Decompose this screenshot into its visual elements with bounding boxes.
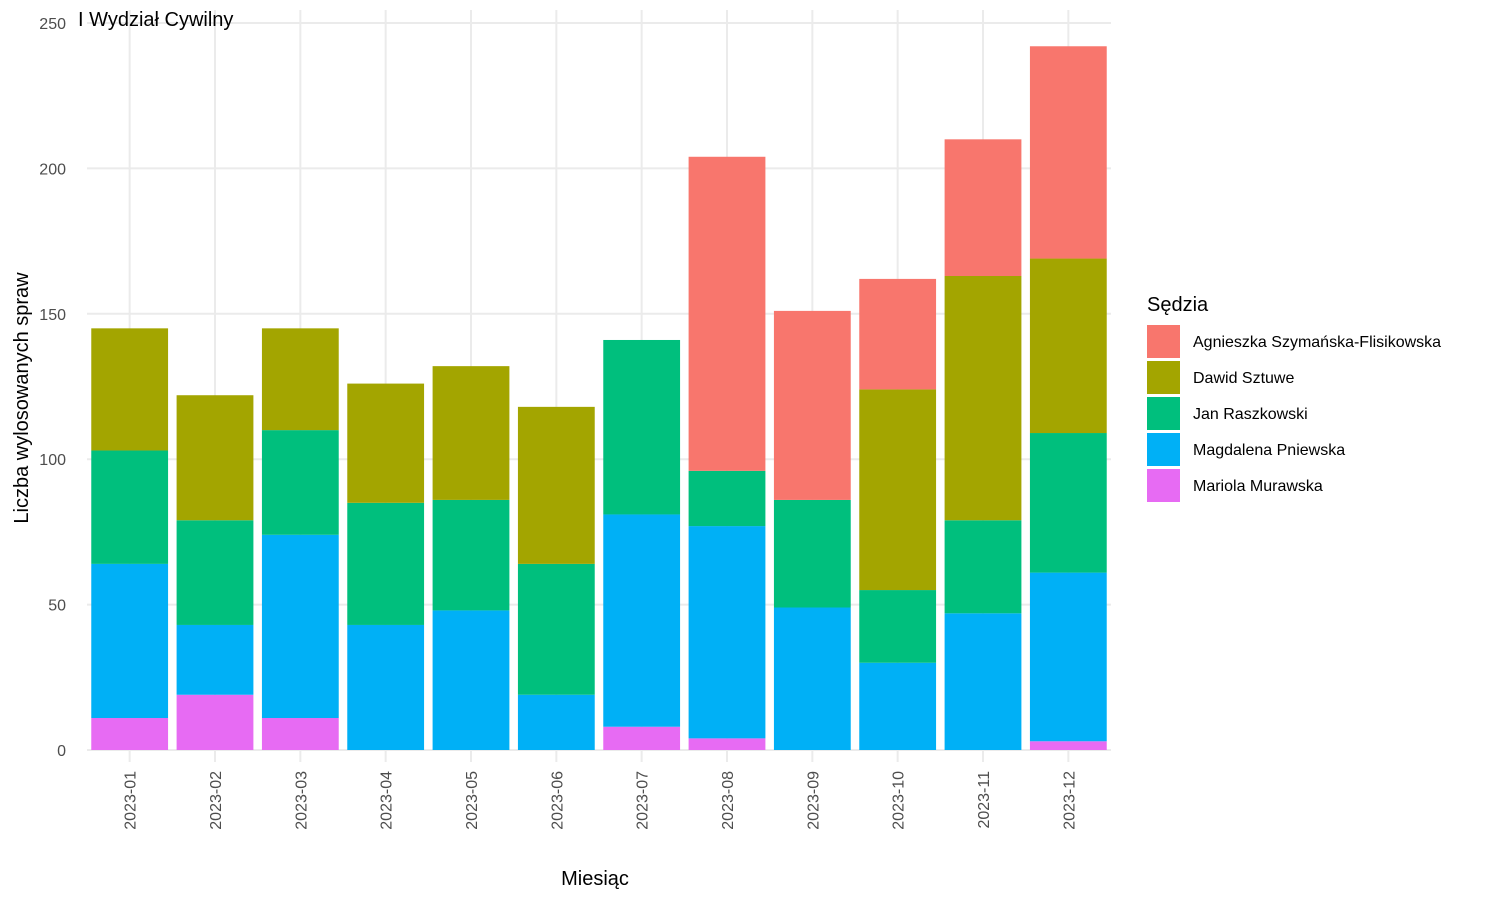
bar-segment [688,738,766,750]
bar-segment [261,430,339,535]
bar-segment [91,563,169,719]
bar-segment [603,726,681,750]
y-tick-label: 250 [39,16,66,33]
legend-key [1147,433,1180,466]
bars-layer [91,46,1107,750]
legend-label: Jan Raszkowski [1193,406,1308,423]
bar-segment [176,395,254,521]
bar-segment [432,366,510,500]
bar-segment [432,610,510,750]
bar-segment [517,694,595,750]
bar-segment [176,694,254,750]
legend-label: Dawid Sztuwe [1193,370,1294,387]
legend-key [1147,397,1180,430]
legend-label: Agnieszka Szymańska-Flisikowska [1193,334,1441,351]
x-tick-label: 2023-01 [123,771,140,830]
x-tick-label: 2023-06 [549,771,566,830]
legend-key [1147,325,1180,358]
x-tick-label: 2023-10 [891,771,908,830]
x-axis-ticks: 2023-01 2023-02 2023-03 2023-04 2023-05 2023-… [123,771,1079,830]
bar-segment [944,139,1022,276]
bar-segment [347,383,425,503]
y-axis-title: Liczba wylosowanych spraw [11,272,33,524]
bar-segment [944,520,1022,614]
y-tick-label: 150 [39,307,66,324]
bar-segment [176,520,254,625]
bar-segment [944,613,1022,750]
x-tick-label: 2023-08 [720,771,737,830]
bar-segment [773,607,851,750]
legend-label: Magdalena Pniewska [1193,442,1345,459]
legend-label: Mariola Murawska [1193,478,1323,495]
bar-segment [517,406,595,564]
bar-segment [517,563,595,695]
bar-segment [859,278,937,390]
chart-title: I Wydział Cywilny [78,9,233,31]
bar-segment [91,450,169,564]
y-tick-label: 50 [48,598,66,615]
x-tick-label: 2023-09 [805,771,822,830]
bar-segment [773,499,851,608]
legend-key [1147,361,1180,394]
bar-segment [1029,258,1107,434]
bar-segment [261,534,339,719]
bar-segment [1029,741,1107,750]
bar-segment [688,156,766,471]
x-tick-label: 2023-12 [1061,771,1078,830]
bar-segment [859,590,937,663]
y-axis-ticks: 0 50 100 150 200 250 [39,16,66,760]
bar-segment [347,624,425,750]
y-tick-label: 200 [39,161,66,178]
bar-segment [347,502,425,625]
bar-segment [261,328,339,431]
bar-segment [432,499,510,611]
x-tick-label: 2023-02 [208,771,225,830]
bar-segment [859,662,937,750]
legend-items: Agnieszka Szymańska-Flisikowska Dawid Szt… [1147,325,1441,502]
bar-segment [176,624,254,695]
x-tick-label: 2023-04 [379,771,396,830]
y-tick-label: 100 [39,452,66,469]
bar-segment [1029,46,1107,259]
x-tick-label: 2023-11 [976,771,993,829]
bar-segment [1029,433,1107,573]
bar-segment [1029,572,1107,742]
legend-key [1147,469,1180,502]
x-tick-label: 2023-07 [635,771,652,830]
x-tick-label: 2023-05 [464,771,481,830]
x-tick-label: 2023-03 [293,771,310,830]
bar-segment [91,718,169,750]
bar-segment [603,514,681,727]
legend: Sędzia Agnieszka Szymańska-Flisikowska Da… [1147,294,1441,502]
x-axis-title: Miesiąc [561,868,629,890]
legend-title: Sędzia [1147,294,1209,316]
bar-segment [944,275,1022,521]
bar-segment [688,526,766,739]
bar-segment [603,339,681,515]
bar-segment [859,389,937,591]
y-tick-label: 0 [57,743,66,760]
bar-segment [688,470,766,527]
bar-segment [91,328,169,451]
bar-segment [261,718,339,750]
bar-segment [773,310,851,500]
